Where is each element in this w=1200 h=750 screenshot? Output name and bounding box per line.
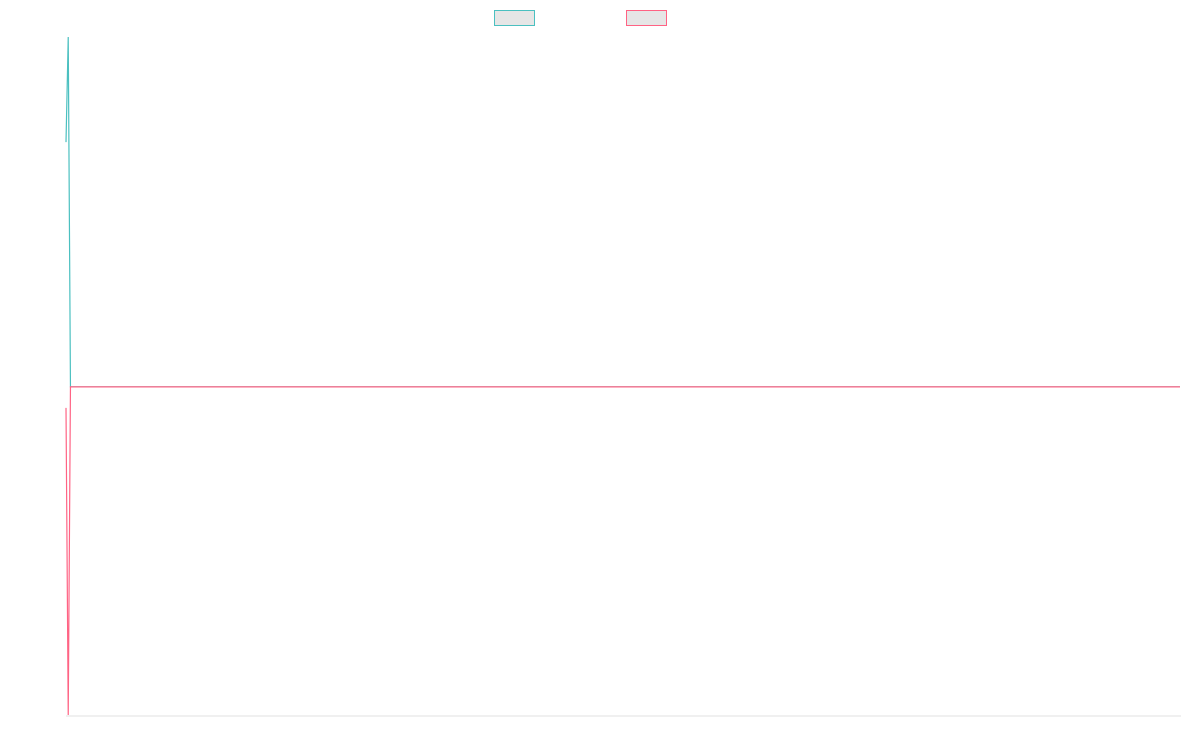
legend-swatch — [494, 10, 535, 26]
legend-swatch — [626, 10, 667, 26]
line-series — [65, 36, 1180, 388]
line-series — [65, 386, 1180, 716]
